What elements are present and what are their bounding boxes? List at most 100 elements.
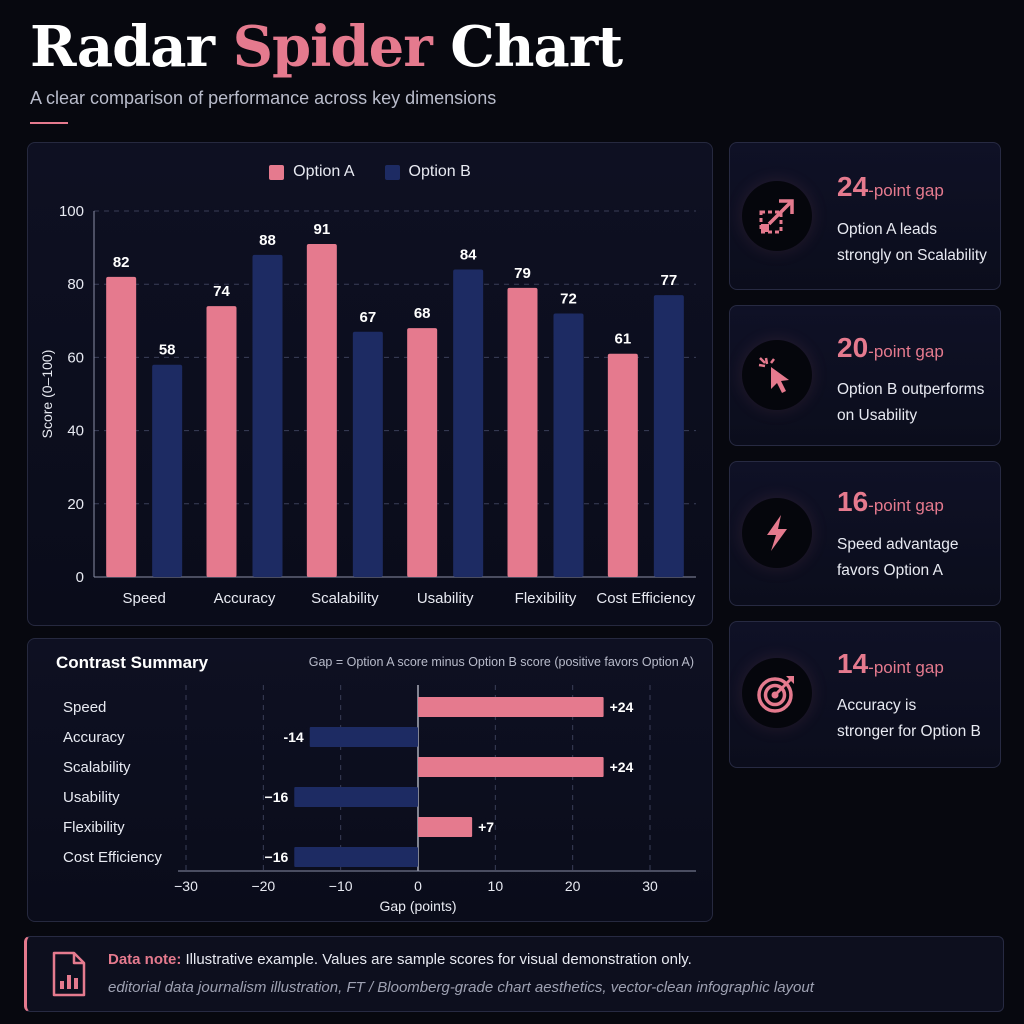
insight-icon-circle: [742, 498, 812, 568]
gap-bar-negative: [294, 787, 418, 807]
insight-gap-unit: -point gap: [868, 342, 944, 361]
gap-value-label: -14: [283, 729, 303, 745]
data-note-caption: editorial data journalism illustration, …: [108, 979, 814, 996]
data-note-panel: Data note: Illustrative example. Values …: [24, 936, 1004, 1012]
contrast-summary-note: Gap = Option A score minus Option B scor…: [308, 655, 694, 669]
insight-line-1: Option B outperforms: [837, 381, 985, 398]
gap-category-label: Usability: [63, 789, 120, 806]
insight-card-speed[interactable]: 16-point gap Speed advantage favors Optio…: [729, 461, 1001, 606]
y-tick-label: 0: [76, 569, 84, 586]
y-tick-label: 20: [67, 496, 84, 513]
gap-category-label: Flexibility: [63, 819, 125, 836]
gap-bar-positive: [418, 817, 473, 837]
gap-category-label: Cost Efficiency: [63, 849, 162, 866]
bar-value-label: 79: [514, 265, 531, 282]
data-note-text: Data note: Illustrative example. Values …: [108, 951, 692, 968]
bar-option-a: [106, 276, 137, 577]
x-tick-label: Scalability: [311, 590, 379, 607]
bar-value-label: 61: [614, 331, 631, 348]
insight-description: Option A leads strongly on Scalability: [837, 217, 997, 269]
insight-gap-unit: -point gap: [868, 496, 944, 515]
insight-icon-circle: [742, 340, 812, 410]
bar-value-label: 77: [660, 272, 677, 289]
lightning-icon: [767, 515, 787, 551]
x-tick-label: Flexibility: [515, 590, 577, 607]
y-tick-label: 100: [59, 203, 84, 220]
x-axis-label: Gap (points): [379, 898, 456, 914]
insight-gap-unit: -point gap: [868, 181, 944, 200]
legend-swatch-option-a: [269, 164, 285, 180]
insight-line-1: Accuracy is: [837, 697, 917, 714]
bar-option-b: [352, 331, 383, 577]
bar-value-label: 82: [113, 254, 130, 271]
y-tick-label: 40: [67, 423, 84, 440]
insight-icon-circle: [742, 658, 812, 728]
legend-label-option-a: Option A: [293, 163, 355, 180]
insight-gap-value: 16: [837, 486, 869, 517]
bar-chart-panel: Option A Option B 0 20 40 60 80 100 Score (0–1…: [27, 142, 713, 626]
bar-chart-svg: 0 20 40 60 80 100 Score (0–100) 82 58 Speed 74 88 Ac…: [39, 203, 696, 607]
bar-option-a: [507, 287, 538, 577]
gap-bar-positive: [418, 697, 604, 717]
bar-value-label: 74: [213, 283, 230, 300]
insight-icon-circle: [742, 181, 812, 251]
title-accent: Spider: [232, 14, 433, 80]
insight-gap-value: 20: [837, 332, 869, 363]
insight-card-scalability[interactable]: 24-point gap Option A leads strongly on S…: [729, 142, 1001, 290]
insight-line-2: favors Option A: [837, 562, 943, 579]
legend-item-option-a[interactable]: Option A: [269, 163, 355, 181]
insight-gap-value: 24: [837, 171, 869, 202]
gap-bar-negative: [294, 847, 418, 867]
bar-value-label: 88: [259, 232, 276, 249]
x-tick-label: 0: [414, 878, 422, 894]
legend-label-option-b: Option B: [408, 163, 471, 180]
y-axis-label: Score (0–100): [39, 350, 55, 439]
insight-gap: 14-point gap: [837, 648, 944, 680]
bar-option-b: [252, 254, 283, 578]
x-tick-label: 10: [488, 878, 504, 894]
bar-option-a: [306, 243, 337, 577]
page-title: Radar Spider Chart: [30, 14, 623, 80]
title-part2: Chart: [450, 14, 623, 80]
y-tick-label: 60: [67, 349, 84, 366]
bar-value-label: 91: [313, 221, 330, 238]
insight-gap: 24-point gap: [837, 171, 944, 203]
insight-card-accuracy[interactable]: 14-point gap Accuracy is stronger for Opt…: [729, 621, 1001, 768]
insight-line-2: strongly on Scalability: [837, 247, 987, 264]
insight-description: Speed advantage favors Option A: [837, 532, 997, 584]
data-note-label: Data note:: [108, 951, 182, 968]
insight-description: Accuracy is stronger for Option B: [837, 693, 1002, 745]
chart-legend: Option A Option B: [28, 163, 712, 181]
insight-line-2: stronger for Option B: [837, 723, 981, 740]
title-part1: Radar: [30, 14, 215, 80]
gap-bar-negative: [309, 727, 418, 747]
cursor-click-icon: [758, 357, 789, 393]
x-tick-label: Speed: [122, 590, 165, 607]
document-chart-icon: [52, 951, 86, 997]
gap-value-label: −16: [265, 789, 289, 805]
insight-gap-unit: -point gap: [868, 658, 944, 677]
contrast-summary-panel: Contrast Summary Gap = Option A score mi…: [27, 638, 713, 922]
gap-value-label: −16: [265, 849, 289, 865]
insight-gap: 20-point gap: [837, 332, 944, 364]
expand-arrow-icon: [759, 199, 794, 234]
bar-option-b: [453, 269, 484, 577]
bar-option-a: [206, 306, 237, 577]
insight-description: Option B outperforms on Usability: [837, 377, 1002, 429]
insight-line-2: on Usability: [837, 407, 918, 424]
x-tick-label: 20: [565, 878, 581, 894]
x-tick-label: −20: [251, 878, 275, 894]
page-subtitle: A clear comparison of performance across…: [30, 88, 497, 108]
gap-value-label: +24: [610, 699, 634, 715]
title-accent-rule: [30, 122, 68, 124]
bar-value-label: 72: [560, 290, 577, 307]
legend-swatch-option-b: [384, 164, 400, 180]
bar-option-a: [607, 353, 638, 577]
bar-option-b: [152, 364, 183, 577]
bar-value-label: 68: [414, 305, 431, 322]
gap-chart-svg: −30 −20 −10 0 10 20 30 Gap (points) Speed +24 Accu…: [63, 685, 696, 914]
insight-gap-value: 14: [837, 648, 869, 679]
insight-card-usability[interactable]: 20-point gap Option B outperforms on Usab…: [729, 305, 1001, 446]
x-tick-label: Accuracy: [214, 590, 276, 607]
legend-item-option-b[interactable]: Option B: [384, 163, 471, 181]
